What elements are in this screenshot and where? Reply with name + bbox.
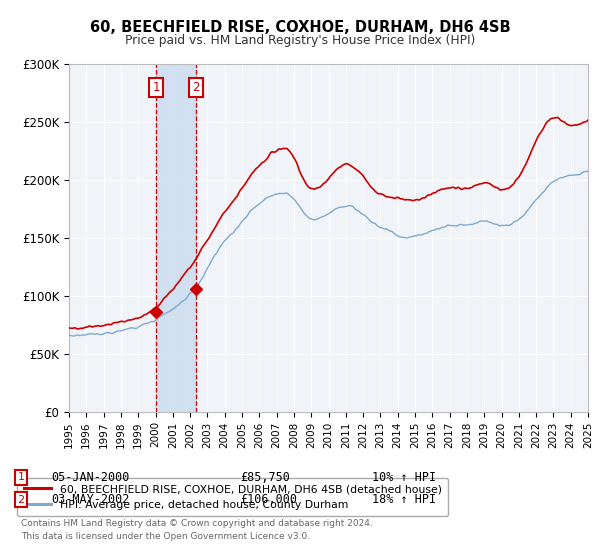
Text: 2: 2	[17, 494, 25, 505]
Text: £85,750: £85,750	[240, 470, 290, 484]
Bar	[156, 64, 196, 412]
Text: This data is licensed under the Open Government Licence v3.0.: This data is licensed under the Open Gov…	[21, 532, 310, 541]
Text: 05-JAN-2000: 05-JAN-2000	[51, 470, 130, 484]
Text: Contains HM Land Registry data © Crown copyright and database right 2024.: Contains HM Land Registry data © Crown c…	[21, 520, 373, 529]
Text: 03-MAY-2002: 03-MAY-2002	[51, 493, 130, 506]
Text: 60, BEECHFIELD RISE, COXHOE, DURHAM, DH6 4SB: 60, BEECHFIELD RISE, COXHOE, DURHAM, DH6…	[89, 20, 511, 35]
Text: 2: 2	[192, 81, 200, 94]
Legend: 60, BEECHFIELD RISE, COXHOE, DURHAM, DH6 4SB (detached house), HPI: Average pric: 60, BEECHFIELD RISE, COXHOE, DURHAM, DH6…	[17, 478, 448, 516]
Text: 1: 1	[152, 81, 160, 94]
Text: 1: 1	[17, 472, 25, 482]
Text: 10% ↑ HPI: 10% ↑ HPI	[372, 470, 436, 484]
Text: £106,000: £106,000	[240, 493, 297, 506]
Text: 18% ↑ HPI: 18% ↑ HPI	[372, 493, 436, 506]
Text: Price paid vs. HM Land Registry's House Price Index (HPI): Price paid vs. HM Land Registry's House …	[125, 34, 475, 46]
